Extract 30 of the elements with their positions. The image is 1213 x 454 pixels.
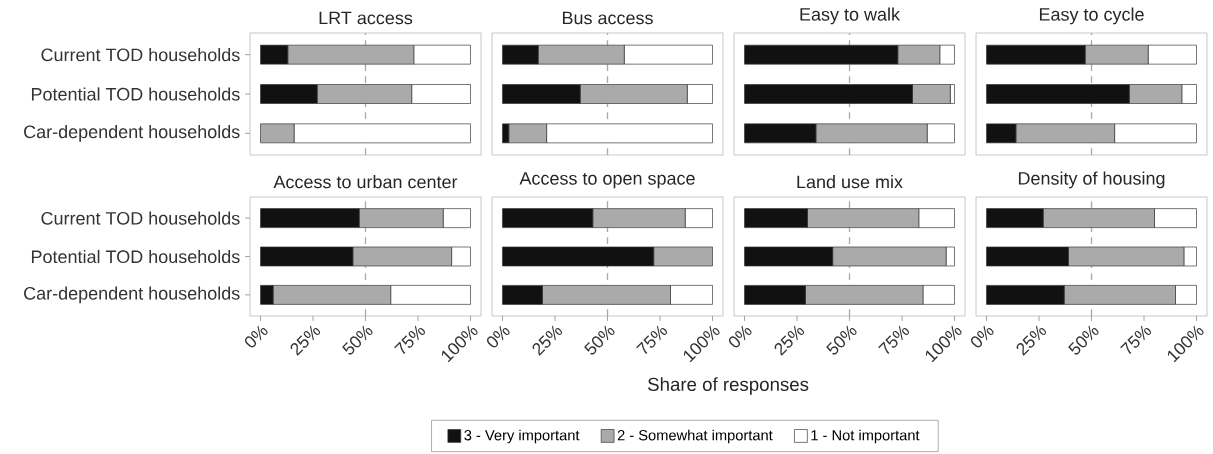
chart-title: Easy to cycle <box>1039 7 1144 25</box>
x-tick-label: 50% <box>342 325 373 355</box>
x-tick-label: 75% <box>636 325 668 355</box>
x-tick-label: 0% <box>971 325 994 348</box>
y-tick-label: Car-dependent households <box>24 124 240 142</box>
x-tick-label: 50% <box>1068 325 1099 355</box>
x-tick-label: 75% <box>1120 325 1152 355</box>
y-tick-label: Potential TOD households <box>31 87 240 101</box>
chart-title: Bus access <box>562 11 653 25</box>
x-tick-label: 75% <box>878 325 910 355</box>
chart-title: Easy to walk <box>800 7 901 25</box>
x-tick-label: 0% <box>245 325 268 348</box>
x-tick-label: 0% <box>729 325 752 348</box>
x-tick-label: 75% <box>394 325 426 355</box>
legend-label: 2 - Somewhat important <box>617 429 773 444</box>
y-tick-label: Current TOD households <box>41 211 240 225</box>
chart-title: Density of housing <box>1018 171 1165 189</box>
chart-title: Access to urban center <box>273 175 458 189</box>
y-tick-label: Car-dependent households <box>24 286 240 304</box>
x-tick-label: 0% <box>487 325 510 348</box>
legend-label: 3 - Very important <box>464 429 580 444</box>
x-tick-label: 50% <box>584 325 615 355</box>
y-tick-label: Potential TOD households <box>31 249 240 264</box>
x-axis-title: Share of responses <box>648 377 809 395</box>
x-tick-label: 50% <box>826 325 857 355</box>
legend-label: 1 - Not important <box>811 429 920 444</box>
chart-title: Access to open space <box>519 172 695 189</box>
chart-title: LRT access <box>319 11 413 25</box>
y-tick-label: Current TOD households <box>41 48 240 62</box>
chart-title: Land use mix <box>797 175 903 189</box>
